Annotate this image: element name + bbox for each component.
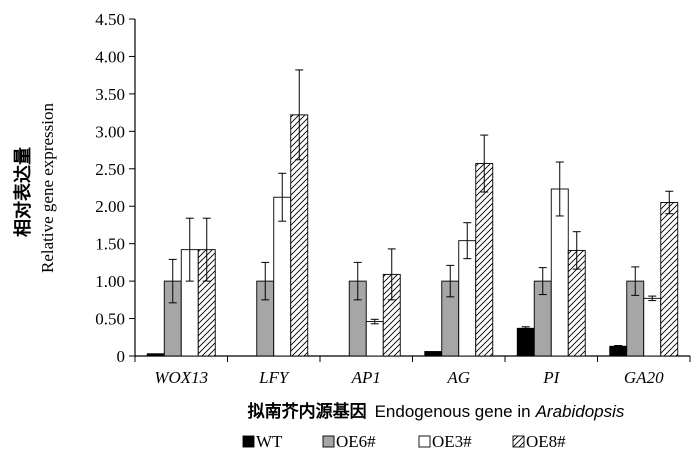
- x-tick-label: AG: [446, 368, 470, 387]
- y-axis-title-cn: 相对表达量: [12, 147, 34, 237]
- x-axis-title-cn: 拟南芥内源基因: [248, 401, 367, 422]
- legend-swatch: [512, 435, 525, 448]
- y-tick-label: 3.50: [95, 85, 125, 104]
- y-tick-label: 0: [117, 347, 126, 366]
- bar: [609, 345, 628, 357]
- bar: [643, 297, 662, 357]
- legend-label: OE8#: [526, 432, 566, 451]
- x-axis-title: 拟南芥内源基因 Endogenous gene in Arabidopsis: [248, 401, 625, 422]
- legend-label: OE6#: [336, 432, 376, 451]
- legend-swatch: [322, 435, 335, 448]
- bar: [424, 351, 443, 357]
- y-axis-title: Relative gene expression: [38, 103, 57, 273]
- y-tick-label: 4.00: [95, 47, 125, 66]
- y-tick-label: 4.50: [95, 10, 125, 29]
- legend-swatch: [418, 435, 431, 448]
- x-axis-title-en: Endogenous gene in: [375, 402, 531, 421]
- y-tick-label: 1.00: [95, 272, 125, 291]
- legend: WT OE6# OE3# OE8#: [242, 432, 566, 451]
- bar: [365, 321, 384, 357]
- bar: [516, 327, 535, 357]
- x-tick-label: LFY: [258, 368, 290, 387]
- legend-label: OE3#: [432, 432, 472, 451]
- bar: [660, 202, 679, 357]
- x-axis-title-italic: Arabidopsis: [535, 402, 625, 421]
- legend-label: WT: [256, 432, 283, 451]
- x-tick-label: GA20: [624, 368, 664, 387]
- x-tick-label: WOX13: [154, 368, 208, 387]
- y-tick-label: 0.50: [95, 310, 125, 329]
- y-tick-label: 3.00: [95, 122, 125, 141]
- y-tick-label: 2.00: [95, 197, 125, 216]
- x-tick-label: PI: [542, 368, 560, 387]
- legend-swatch: [242, 435, 255, 448]
- y-tick-label: 1.50: [95, 235, 125, 254]
- x-tick-label: AP1: [351, 368, 381, 387]
- bar: [146, 353, 165, 357]
- y-tick-label: 2.50: [95, 160, 125, 179]
- plot-area: 0 0.50 1.00 1.50 2.00 2.50 3.00 3.50 4.00 4.50 WOX…: [95, 10, 691, 387]
